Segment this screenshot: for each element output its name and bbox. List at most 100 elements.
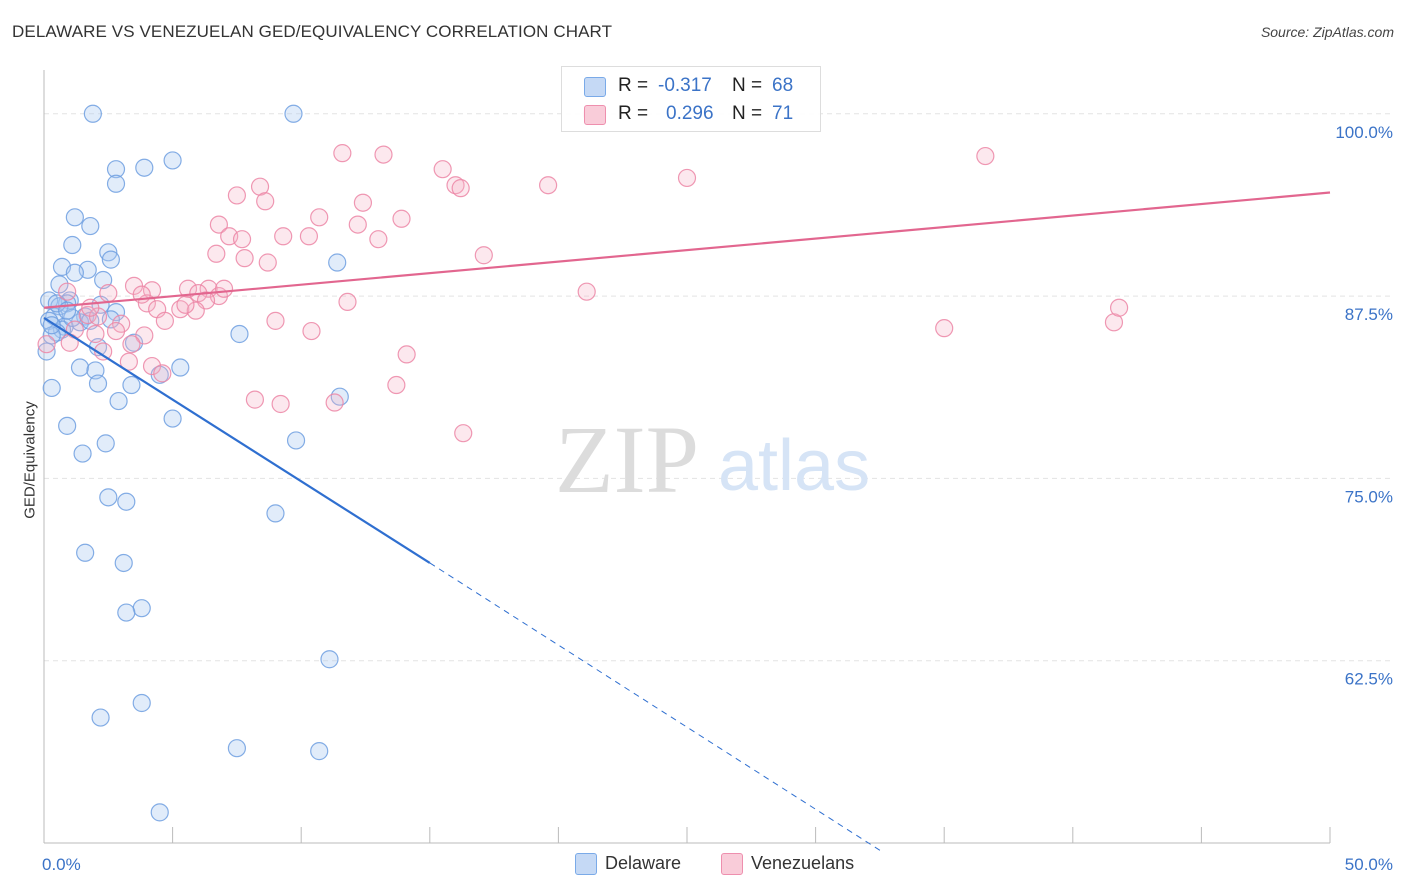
point-venezuelans (302, 321, 321, 341)
point-venezuelans (37, 335, 56, 354)
point-venezuelans (245, 390, 265, 409)
legend-n-value-delaware: 68 (772, 75, 794, 96)
legend-row-venezuelans: R = 0.296 N = 71 (562, 101, 820, 129)
point-delaware (42, 378, 61, 398)
point-venezuelans (235, 249, 254, 268)
point-venezuelans (258, 253, 277, 272)
series-legend: Delaware Venezuelans (0, 852, 1406, 878)
point-venezuelans (577, 282, 596, 301)
point-venezuelans (397, 345, 416, 364)
legend-n-value-venezuelans: 71 (772, 103, 794, 124)
x-tick-labels: 0.0% 50.0% (42, 855, 1393, 874)
legend-r-label: R = (618, 75, 649, 96)
point-venezuelans (338, 292, 357, 311)
point-venezuelans (1109, 298, 1129, 317)
x-tick-label-max: 50.0% (1345, 855, 1393, 874)
point-venezuelans (374, 145, 393, 164)
point-delaware (310, 742, 329, 761)
point-venezuelans (310, 208, 329, 227)
y-tick-label: 87.5% (1345, 305, 1393, 324)
point-venezuelans (153, 364, 172, 383)
point-delaware (171, 358, 190, 377)
point-venezuelans (122, 335, 141, 354)
point-venezuelans (81, 298, 100, 317)
legend-label-delaware: Delaware (605, 853, 682, 873)
y-tick-label: 100.0% (1335, 123, 1393, 142)
legend-swatch-venezuelans (584, 105, 606, 125)
point-venezuelans (256, 192, 275, 211)
point-delaware (266, 504, 285, 523)
point-venezuelans (325, 393, 344, 412)
y-tick-label: 75.0% (1345, 487, 1393, 506)
trend-lines (43, 191, 1331, 851)
trend-line-delaware (43, 317, 431, 564)
legend-r-value-venezuelans: 0.296 (666, 103, 714, 124)
point-delaware (58, 416, 77, 435)
legend-n-label: N = (732, 103, 763, 124)
point-venezuelans (935, 319, 954, 338)
point-delaware (284, 104, 303, 123)
legend-r-value-delaware: -0.317 (658, 75, 712, 96)
point-venezuelans (186, 301, 205, 320)
point-venezuelans (176, 295, 195, 314)
point-venezuelans (155, 311, 174, 330)
legend-r-label: R = (618, 103, 649, 124)
point-delaware (163, 409, 182, 428)
point-delaware (132, 693, 151, 713)
axes (43, 70, 1331, 844)
point-venezuelans (474, 246, 493, 265)
point-venezuelans (142, 356, 162, 376)
point-delaware (76, 543, 95, 562)
point-venezuelans (119, 352, 138, 371)
point-delaware (106, 174, 126, 193)
point-venezuelans (299, 227, 319, 246)
point-venezuelans (392, 209, 411, 228)
point-delaware (286, 431, 306, 450)
point-venezuelans (86, 324, 105, 344)
trend-line-extension-delaware (429, 562, 881, 851)
point-delaware (83, 104, 102, 123)
point-venezuelans (207, 244, 226, 263)
point-venezuelans (387, 375, 406, 395)
legend-row-delaware: R = -0.317 N = 68 (562, 73, 820, 101)
point-delaware (63, 235, 82, 255)
point-delaware (37, 342, 56, 361)
x-tick-label-min: 0.0% (42, 855, 81, 874)
point-delaware (101, 250, 120, 269)
point-venezuelans (353, 193, 373, 212)
point-delaware (135, 158, 154, 177)
point-delaware (88, 374, 108, 393)
y-tick-label: 62.5% (1345, 670, 1393, 689)
point-delaware (230, 324, 249, 344)
point-delaware (150, 803, 169, 822)
watermark-atlas: atlas (718, 426, 870, 506)
point-delaware (99, 243, 118, 262)
point-delaware (132, 599, 151, 618)
legend-n-label: N = (732, 75, 763, 96)
point-venezuelans (58, 282, 77, 301)
point-venezuelans (274, 227, 293, 246)
point-venezuelans (539, 176, 558, 195)
point-delaware (50, 275, 69, 294)
point-venezuelans (106, 321, 126, 341)
correlation-legend: R = -0.317 N = 68 R = 0.296 N = 71 (561, 66, 821, 132)
point-venezuelans (369, 230, 388, 249)
point-venezuelans (227, 186, 246, 205)
point-delaware (70, 358, 90, 377)
legend-swatch-delaware (584, 77, 606, 97)
point-venezuelans (446, 176, 465, 195)
point-venezuelans (677, 168, 697, 188)
point-delaware (65, 263, 84, 282)
point-delaware (328, 253, 347, 272)
point-venezuelans (454, 424, 473, 443)
point-venezuelans (271, 394, 290, 414)
point-delaware (65, 208, 84, 227)
point-delaware (91, 708, 110, 727)
point-venezuelans (135, 326, 154, 345)
point-delaware (106, 160, 126, 179)
watermark-zip: ZIP (555, 406, 699, 513)
point-delaware (320, 650, 339, 669)
point-venezuelans (976, 146, 995, 166)
data-points (37, 104, 1129, 822)
